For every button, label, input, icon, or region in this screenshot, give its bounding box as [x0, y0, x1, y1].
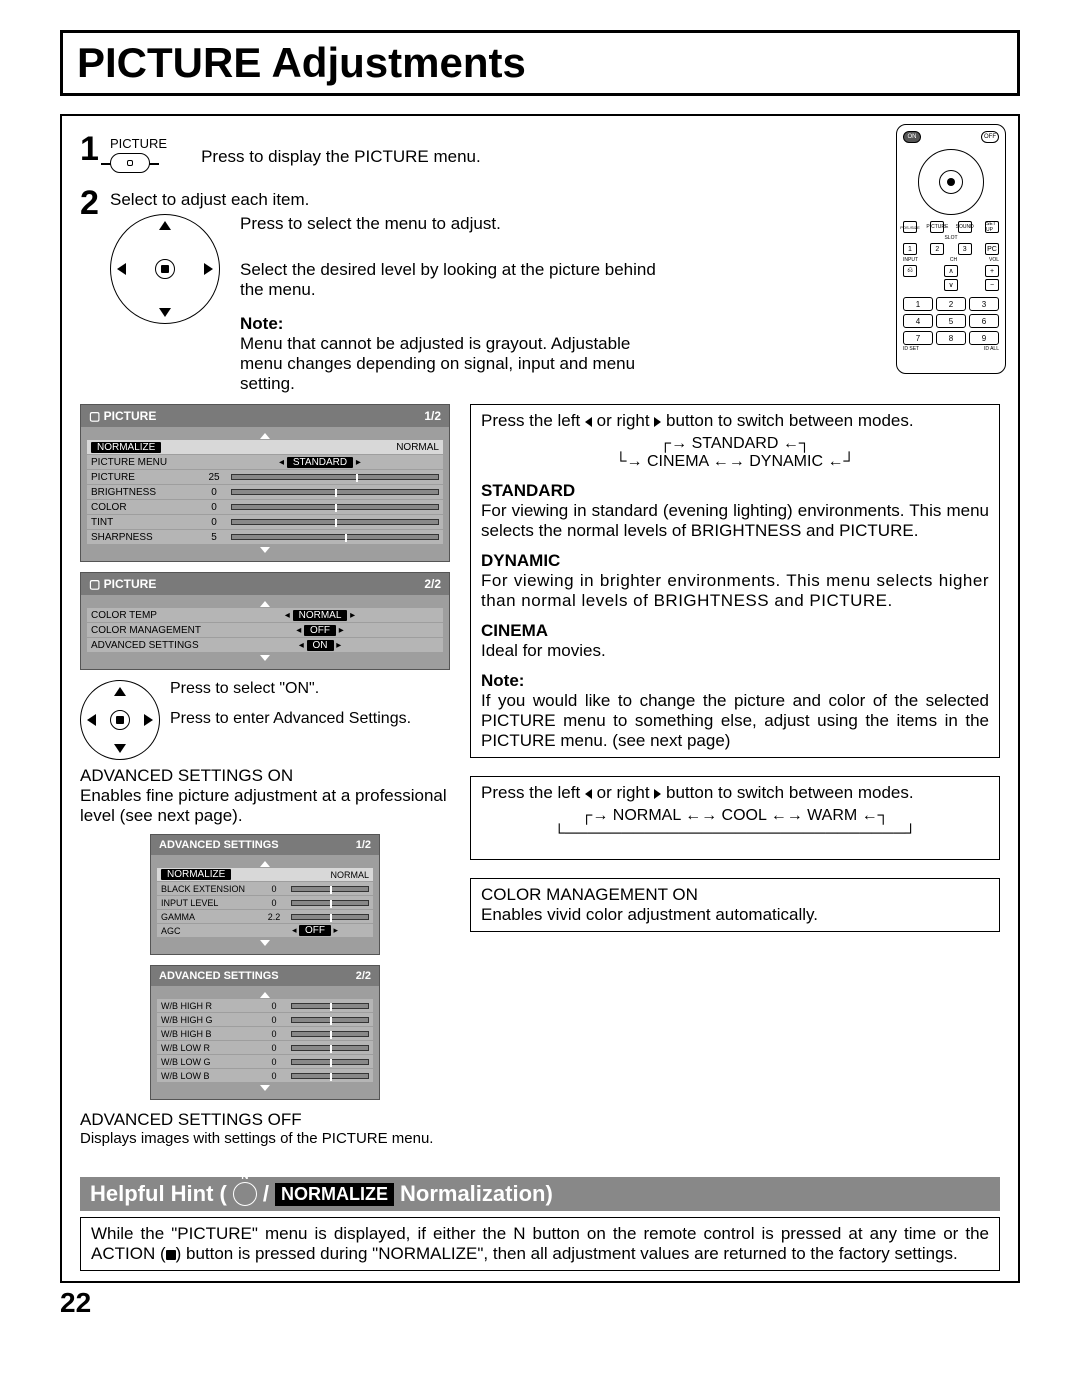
remote-on: ON [903, 131, 921, 143]
mode-cycle: ┌→ STANDARD ←┐ └→ CINEMA ←→ DYNAMIC ←┘ [481, 435, 989, 471]
remote-menu-pos: POS./SIZE [903, 221, 917, 233]
modes-note-text: If you would like to change the picture … [481, 691, 989, 751]
adv-on-text: Enables fine picture adjustment at a pro… [80, 786, 450, 826]
page-title: PICTURE Adjustments [77, 39, 1003, 87]
osd-advanced-1: ADVANCED SETTINGS1/2 NORMALIZE NORMAL BL… [150, 834, 380, 955]
step-2-intro: Select to adjust each item. [110, 190, 1000, 210]
standard-heading: STANDARD [481, 481, 989, 501]
helpful-hint-box: While the "PICTURE" menu is displayed, i… [80, 1217, 1000, 1271]
adv-off-heading: ADVANCED SETTINGS OFF [80, 1110, 450, 1130]
step-2-number: 2 [80, 184, 110, 223]
colortemp-box: Press the left or right button to switch… [470, 776, 1000, 860]
left-column: ▢ PICTURE1/2 NORMALIZE NORMAL PICTURE ME… [80, 404, 450, 1147]
colormgmt-heading: COLOR MANAGEMENT ON [481, 885, 989, 905]
remote-ch-label: CH [950, 257, 957, 263]
left-arrow-icon [585, 789, 592, 799]
remote-pc: PC [985, 243, 999, 255]
page-number: 22 [60, 1287, 1020, 1319]
title-frame: PICTURE Adjustments [60, 30, 1020, 96]
remote-dpad [918, 149, 984, 215]
main-content: ON OFF POS./SIZE PICTURE SOUND SET UP SL… [60, 114, 1020, 1283]
modes-box: Press the left or right button to switch… [470, 404, 1000, 758]
remote-idall: ID ALL [984, 346, 999, 352]
remote-menu-setup: SET UP [985, 221, 999, 233]
dynamic-heading: DYNAMIC [481, 551, 989, 571]
osd-picture-2: ▢ PICTURE2/2 COLOR TEMP◂ NORMAL ▸COLOR M… [80, 572, 450, 670]
hint-on-select: Press to select "ON". [170, 680, 411, 698]
cinema-heading: CINEMA [481, 621, 989, 641]
dpad-small [80, 680, 160, 760]
remote-idset: ID SET [903, 346, 919, 352]
step-2-line2: Select the desired level by looking at t… [240, 260, 670, 300]
step-2-line1: Press to select the menu to adjust. [240, 214, 670, 234]
picture-button[interactable]: PICTURE [110, 136, 167, 178]
hint-enter: Press to enter Advanced Settings. [170, 710, 411, 728]
adv-on-heading: ADVANCED SETTINGS ON [80, 766, 450, 786]
action-button-icon [166, 1250, 176, 1260]
n-button-icon [233, 1182, 257, 1206]
osd-picture-1: ▢ PICTURE1/2 NORMALIZE NORMAL PICTURE ME… [80, 404, 450, 562]
normalize-pill: NORMALIZE [275, 1183, 394, 1206]
cinema-text: Ideal for movies. [481, 641, 989, 661]
adv-off-text: Displays images with settings of the PIC… [80, 1130, 450, 1147]
step-2: 2 Select to adjust each item. Press to s… [80, 184, 1000, 394]
right-column: Press the left or right button to switch… [470, 404, 1000, 1147]
dynamic-text: For viewing in brighter environments. Th… [481, 571, 989, 611]
remote-illustration: ON OFF POS./SIZE PICTURE SOUND SET UP SL… [896, 124, 1006, 374]
colormgmt-box: COLOR MANAGEMENT ON Enables vivid color … [470, 878, 1000, 932]
note-label: Note: [240, 314, 283, 333]
modes-note-heading: Note: [481, 671, 989, 691]
advanced-hints: Press to select "ON". Press to enter Adv… [80, 680, 450, 760]
remote-vol-label: VOL [989, 257, 999, 263]
colormgmt-text: Enables vivid color adjustment automatic… [481, 905, 989, 925]
remote-input-label: INPUT [903, 257, 918, 263]
remote-numpad: 1 2 3 4 5 6 7 8 9 [903, 297, 999, 345]
step-1-text: Press to display the PICTURE menu. [201, 147, 481, 167]
dpad-illustration [110, 214, 220, 324]
remote-slot-label: SLOT [944, 235, 957, 241]
remote-menu-picture: PICTURE [930, 221, 944, 233]
helpful-hint-bar: Helpful Hint ( / NORMALIZE Normalization… [80, 1177, 1000, 1211]
step-1: 1 PICTURE Press to display the PICTURE m… [80, 130, 1000, 178]
osd-advanced-2: ADVANCED SETTINGS2/2 W/B HIGH R0W/B HIGH… [150, 965, 380, 1100]
remote-menu-sound: SOUND [958, 221, 972, 233]
step-2-note: Menu that cannot be adjusted is grayout.… [240, 334, 670, 394]
left-arrow-icon [585, 417, 592, 427]
remote-off: OFF [981, 131, 999, 143]
temp-cycle: ┌→ NORMAL ←→ COOL ←→ WARM ←┐ └──────────… [481, 807, 989, 843]
standard-text: For viewing in standard (evening lightin… [481, 501, 989, 541]
